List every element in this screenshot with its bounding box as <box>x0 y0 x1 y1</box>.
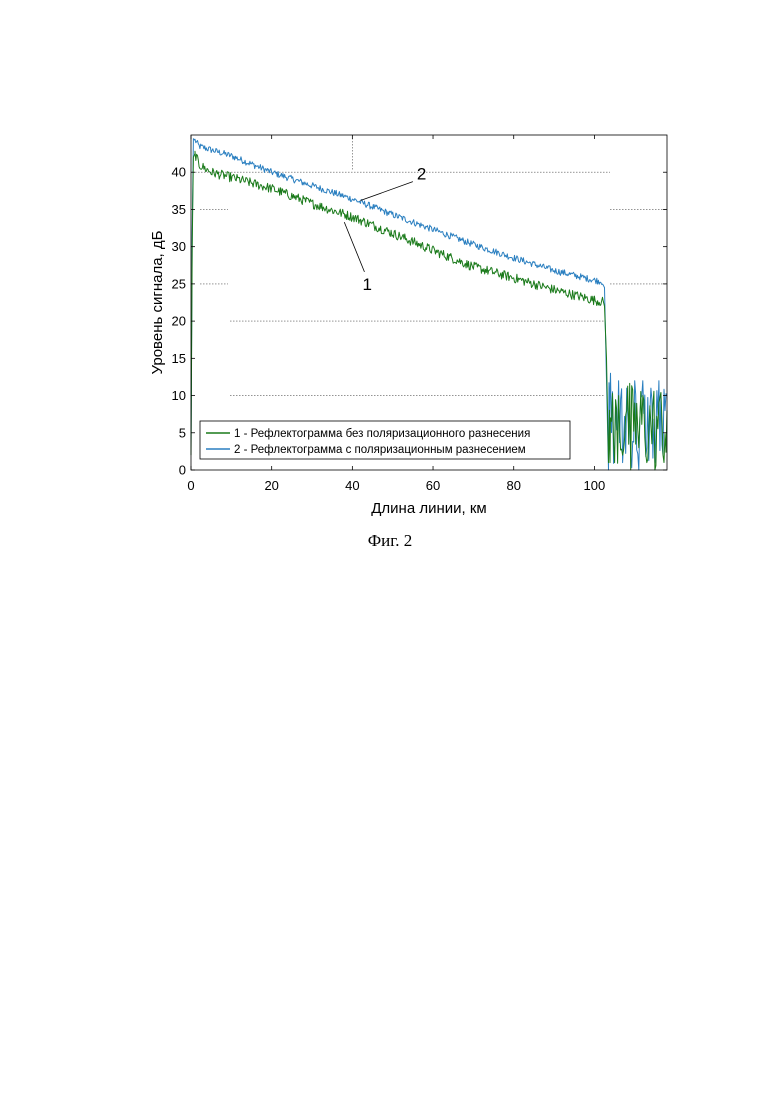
y-axis-label: Уровень сигнала, дБ <box>149 230 166 374</box>
y-tick-label: 0 <box>179 463 186 478</box>
legend-label: 2 - Рефлектограмма с поляризационным раз… <box>234 444 526 456</box>
annotation-label: 1 <box>362 275 371 294</box>
x-tick-label: 80 <box>506 478 520 493</box>
y-tick-label: 30 <box>172 239 186 254</box>
x-axis-label: Длина линии, км <box>371 500 486 517</box>
x-tick-label: 40 <box>345 478 359 493</box>
y-tick-label: 20 <box>172 314 186 329</box>
plot-frame <box>191 135 667 470</box>
x-tick-label: 100 <box>584 478 606 493</box>
x-tick-label: 0 <box>187 478 194 493</box>
x-tick-label: 60 <box>426 478 440 493</box>
figure-caption: Фиг. 2 <box>0 531 780 551</box>
annotation-leader <box>360 182 412 201</box>
legend-label: 1 - Рефлектограмма без поляризационного … <box>234 428 530 440</box>
y-tick-label: 10 <box>172 388 186 403</box>
y-tick-label: 5 <box>179 425 186 440</box>
x-tick-label: 20 <box>264 478 278 493</box>
annotation-leader <box>344 222 364 272</box>
y-tick-label: 40 <box>172 165 186 180</box>
annotation-label: 2 <box>417 165 426 184</box>
y-tick-label: 15 <box>172 351 186 366</box>
y-tick-label: 35 <box>172 202 186 217</box>
y-tick-label: 25 <box>172 276 186 291</box>
